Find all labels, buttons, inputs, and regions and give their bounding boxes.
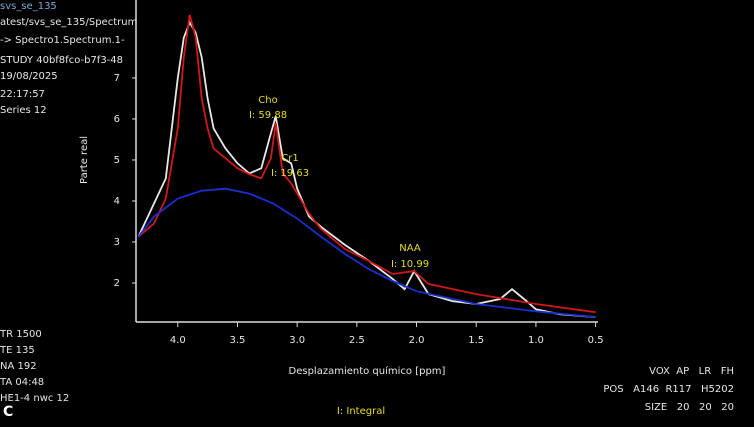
y-tick-label: 5 <box>114 155 120 166</box>
y-tick-label: 7 <box>114 73 120 84</box>
x-tick-label: 3.5 <box>230 335 246 346</box>
info-text: Series 12 <box>0 105 47 116</box>
x-tick-label: 1.5 <box>468 335 484 346</box>
info-text: svs_se_135 <box>0 1 57 12</box>
y-tick-label: 3 <box>114 237 120 248</box>
x-tick-label: 1.0 <box>528 335 544 346</box>
x-axis-label: Desplazamiento químico [ppm] <box>289 365 446 377</box>
y-tick-label: 4 <box>114 196 120 207</box>
info-text: TE 135 <box>0 345 35 356</box>
info-text: SIZE 20 20 20 <box>645 402 734 413</box>
corner-label: C <box>3 404 13 420</box>
x-tick-label: 2.0 <box>409 335 425 346</box>
info-text: VOX AP LR FH <box>649 366 734 377</box>
peak-label: Cho <box>258 95 277 106</box>
info-text: -> Spectro1.Spectrum.1- <box>0 35 125 46</box>
info-text: HE1-4 nwc 12 <box>0 393 69 404</box>
info-text: atest/svs_se_135/Spectrum <box>0 17 137 28</box>
spectrum-line <box>137 187 596 318</box>
y-tick-label: 2 <box>114 278 120 289</box>
x-tick-label: 0.5 <box>588 335 604 346</box>
info-text: NA 192 <box>0 361 37 372</box>
peak-label: I: 19.63 <box>271 168 309 179</box>
info-text: 22:17:57 <box>0 89 45 100</box>
info-text: TR 1500 <box>0 329 42 340</box>
x-tick-label: 3.0 <box>289 335 305 346</box>
x-tick-label: 4.0 <box>170 335 186 346</box>
y-tick-label: 6 <box>114 114 120 125</box>
footer: I: Integral <box>337 406 385 417</box>
peak-label: Cr1 <box>281 153 298 164</box>
spectrum-line <box>137 14 596 314</box>
y-axis-label: Parte real <box>79 136 90 184</box>
info-text: STUDY 40bf8fco-b7f3-48 <box>0 55 123 66</box>
info-text: TA 04:48 <box>0 377 44 388</box>
peak-label: NAA <box>399 243 421 254</box>
info-text: POS A146 R117 H5202 <box>603 384 734 395</box>
peak-label: I: 10.99 <box>391 259 429 270</box>
info-text: 19/08/2025 <box>0 71 58 82</box>
peak-label: I: 59.88 <box>249 110 287 121</box>
x-tick-label: 2.5 <box>349 335 365 346</box>
spectrum-line <box>137 20 596 318</box>
